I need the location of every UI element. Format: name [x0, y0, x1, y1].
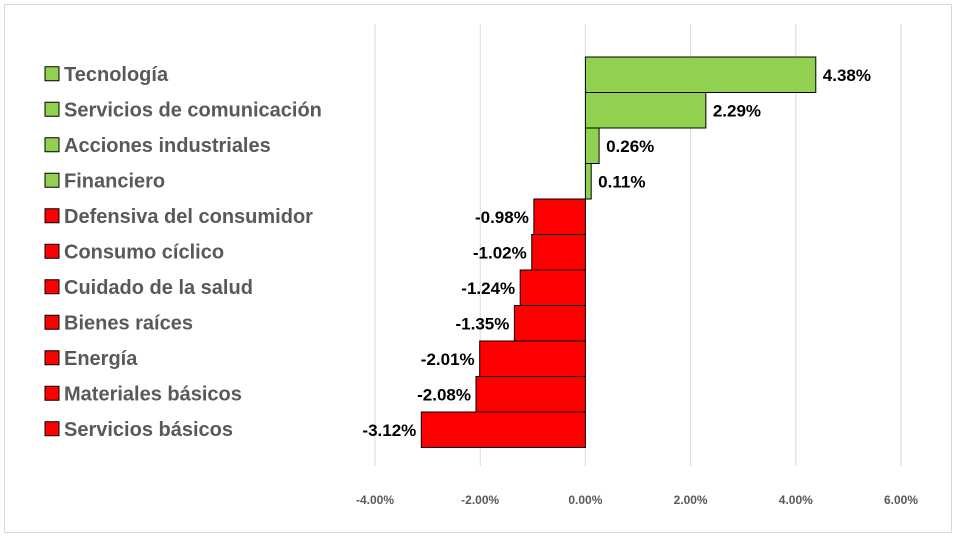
x-tick-label: 4.00%: [779, 493, 813, 507]
legend-swatch: [44, 101, 60, 117]
legend-swatch: [44, 350, 60, 366]
bar: [584, 127, 600, 164]
bar: [584, 163, 592, 200]
legend-label: Financiero: [64, 170, 165, 192]
bar: [584, 92, 707, 129]
bar: [519, 269, 586, 306]
legend-label: Acciones industriales: [64, 135, 271, 157]
legend-swatch: [44, 421, 60, 437]
data-label: -1.02%: [473, 243, 527, 262]
data-label: 4.38%: [823, 66, 871, 85]
legend-label: Bienes raíces: [64, 312, 193, 334]
legend-label: Servicios de comunicación: [64, 99, 322, 121]
legend-swatch: [44, 385, 60, 401]
legend-label: Defensiva del consumidor: [64, 206, 313, 228]
legend-swatch: [44, 66, 60, 82]
data-label: -1.35%: [456, 314, 510, 333]
bar: [513, 305, 586, 342]
data-labels: 4.38% 2.29% 0.26% 0.11% -0.98% -1.02% -1.24% -1…: [362, 66, 871, 440]
legend-label: Tecnología: [64, 64, 169, 86]
legend-swatch: [44, 279, 60, 295]
legend-label: Consumo cíclico: [64, 241, 224, 263]
legend-swatch: [44, 314, 60, 330]
data-label: 0.11%: [598, 172, 645, 191]
legend-label: Materiales básicos: [64, 383, 242, 405]
bar: [479, 340, 586, 377]
x-tick-label: -4.00%: [356, 493, 394, 507]
x-tick-label: 0.00%: [568, 493, 602, 507]
x-axis-ticks: -4.00% -2.00% 0.00% 2.00% 4.00% 6.00%: [356, 493, 918, 507]
data-label: 2.29%: [713, 101, 761, 120]
bar: [584, 56, 817, 93]
bar: [533, 198, 586, 235]
legend: Tecnología Servicios de comunicación Accio…: [44, 64, 322, 441]
bar: [475, 376, 586, 413]
legend-swatch: [44, 137, 60, 153]
data-label: -2.08%: [417, 385, 471, 404]
bars: [420, 56, 817, 448]
bar: [531, 234, 586, 271]
data-label: -0.98%: [475, 208, 529, 227]
data-label: -2.01%: [421, 350, 475, 369]
bar: [420, 411, 586, 448]
x-tick-label: -2.00%: [461, 493, 499, 507]
legend-swatch: [44, 208, 60, 224]
legend-label: Servicios básicos: [64, 419, 233, 441]
legend-label: Energía: [64, 348, 138, 370]
x-tick-label: 2.00%: [674, 493, 708, 507]
data-label: -3.12%: [362, 421, 416, 440]
legend-label: Cuidado de la salud: [64, 277, 253, 299]
legend-swatch: [44, 243, 60, 259]
x-tick-label: 6.00%: [884, 493, 918, 507]
legend-swatch: [44, 172, 60, 188]
data-label: -1.24%: [461, 279, 515, 298]
data-label: 0.26%: [606, 137, 654, 156]
